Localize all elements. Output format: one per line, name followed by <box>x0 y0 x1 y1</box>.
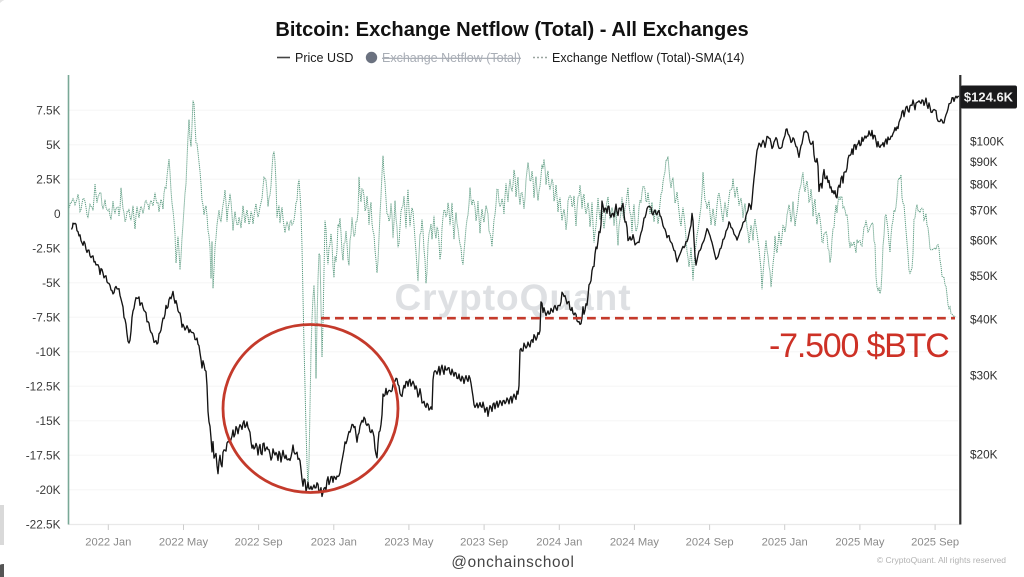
svg-text:2023 Jan: 2023 Jan <box>311 537 357 549</box>
svg-text:2022 May: 2022 May <box>159 537 209 549</box>
svg-text:-20K: -20K <box>36 483 61 497</box>
svg-text:© CryptoQuant. All rights rese: © CryptoQuant. All rights reserved <box>877 555 1006 565</box>
svg-text:CryptoQuant: CryptoQuant <box>394 277 631 318</box>
svg-text:5K: 5K <box>46 138 61 152</box>
svg-text:-15K: -15K <box>36 414 61 428</box>
svg-text:-7.500 $BTC: -7.500 $BTC <box>769 327 949 365</box>
svg-text:2024 Jan: 2024 Jan <box>536 537 582 549</box>
svg-text:-10K: -10K <box>36 345 61 359</box>
svg-text:7.5K: 7.5K <box>36 104 60 118</box>
svg-text:Price USD: Price USD <box>295 51 353 65</box>
svg-text:2025 Jan: 2025 Jan <box>762 537 808 549</box>
svg-text:2025 May: 2025 May <box>835 537 885 549</box>
svg-text:$50K: $50K <box>970 269 998 283</box>
svg-text:-22.5K: -22.5K <box>26 518 61 532</box>
svg-text:2024 May: 2024 May <box>610 537 660 549</box>
svg-text:2022 Jan: 2022 Jan <box>85 537 131 549</box>
svg-text:2025 Sep: 2025 Sep <box>911 537 959 549</box>
svg-text:$124.6K: $124.6K <box>964 90 1014 105</box>
svg-text:-17.5K: -17.5K <box>26 449 61 463</box>
svg-text:$70K: $70K <box>970 204 998 218</box>
svg-text:2.5K: 2.5K <box>36 173 60 187</box>
svg-text:Exchange Netflow (Total)-SMA(1: Exchange Netflow (Total)-SMA(14) <box>552 51 744 65</box>
svg-text:$90K: $90K <box>970 155 998 169</box>
svg-text:2024 Sep: 2024 Sep <box>686 537 734 549</box>
svg-text:$20K: $20K <box>970 447 998 461</box>
svg-text:Bitcoin: Exchange Netflow (Tot: Bitcoin: Exchange Netflow (Total) - All … <box>275 19 748 41</box>
svg-text:$30K: $30K <box>970 369 998 383</box>
svg-text:2023 May: 2023 May <box>384 537 434 549</box>
svg-text:2023 Sep: 2023 Sep <box>460 537 508 549</box>
svg-text:@onchainschool: @onchainschool <box>451 554 574 571</box>
svg-text:Exchange Netflow (Total): Exchange Netflow (Total) <box>382 51 521 65</box>
svg-text:$60K: $60K <box>970 234 998 248</box>
svg-text:-12.5K: -12.5K <box>26 380 61 394</box>
svg-text:$40K: $40K <box>970 313 998 327</box>
svg-text:-7.5K: -7.5K <box>32 311 60 325</box>
svg-text:$80K: $80K <box>970 178 998 192</box>
svg-text:-2.5K: -2.5K <box>32 242 60 256</box>
svg-text:0: 0 <box>54 207 61 221</box>
svg-text:$100K: $100K <box>970 134 1004 148</box>
svg-text:2022 Sep: 2022 Sep <box>235 537 283 549</box>
svg-text:-5K: -5K <box>42 276 60 290</box>
